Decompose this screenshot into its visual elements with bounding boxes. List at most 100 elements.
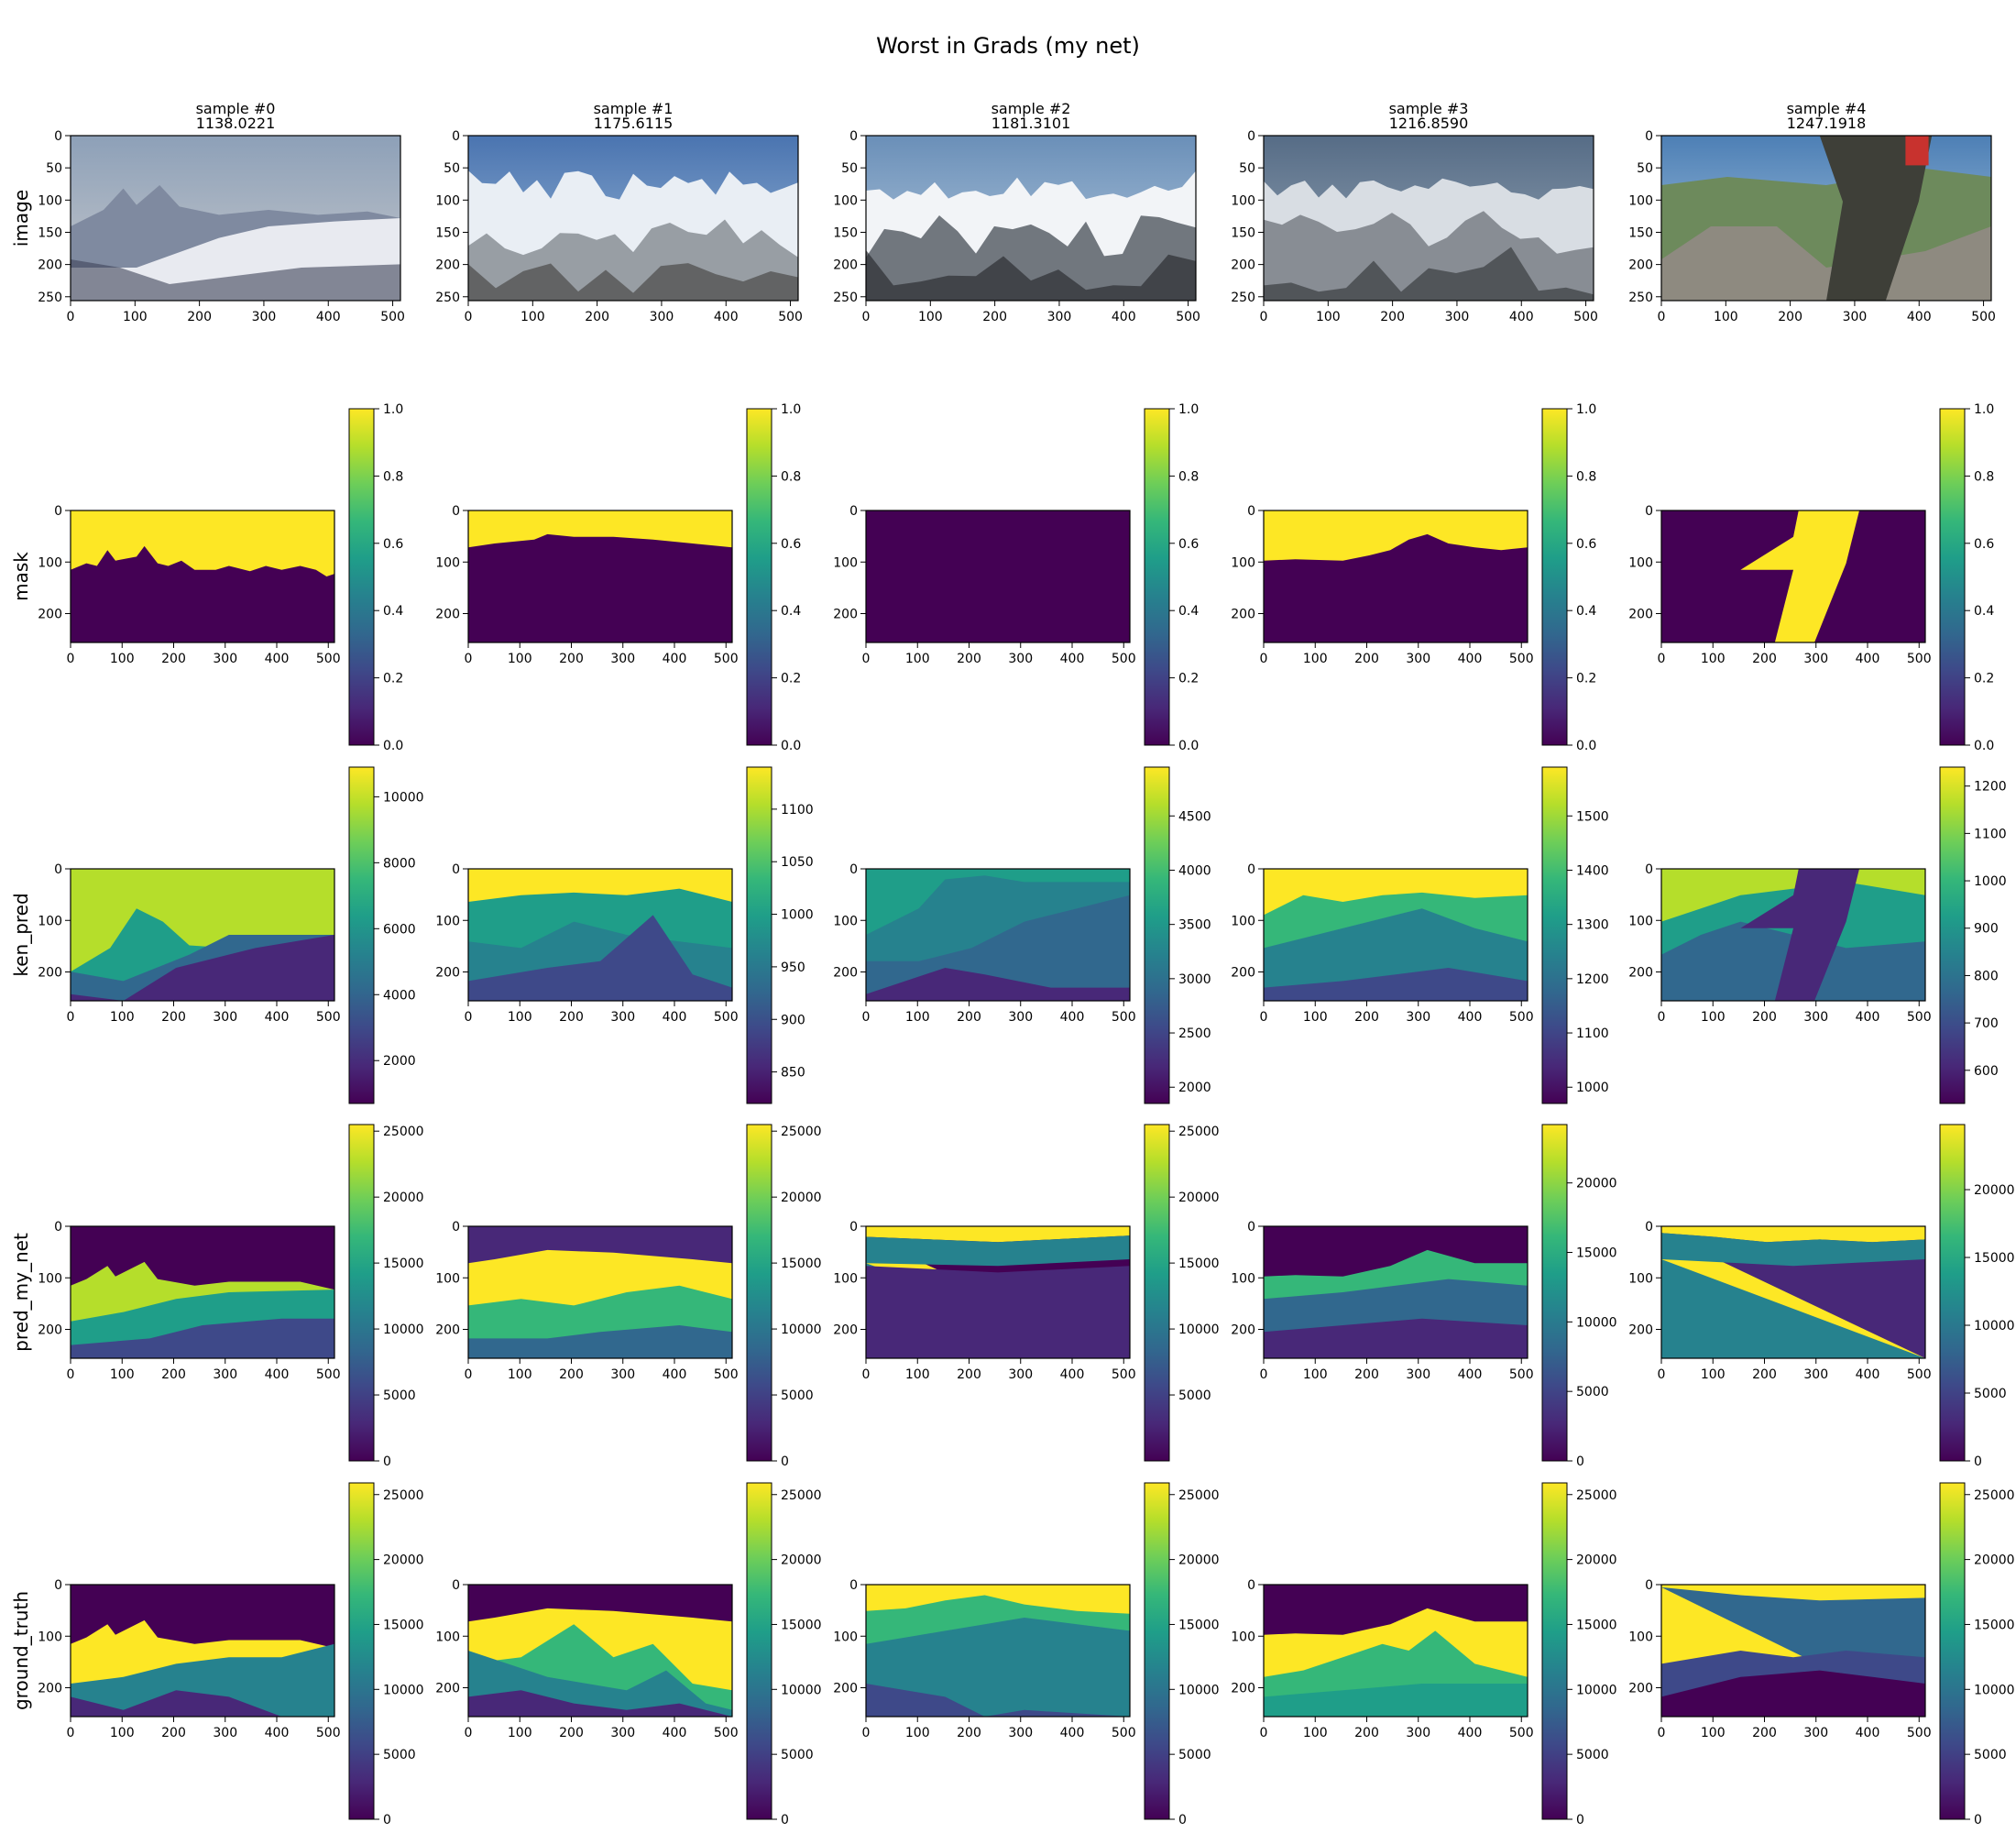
x-tick-label: 100: [905, 1010, 930, 1025]
foreground: [866, 249, 1196, 301]
x-tick-label: 0: [465, 1367, 473, 1382]
y-tick-label: 200: [1231, 1682, 1255, 1696]
image-panel: [866, 136, 1196, 301]
colorbar-tick-label: 20000: [383, 1553, 424, 1568]
x-tick-label: 400: [1856, 1367, 1880, 1382]
colorbar-tick-label: 0.0: [1178, 739, 1199, 753]
x-tick-label: 200: [161, 1010, 186, 1025]
heatmap-region: [1264, 1684, 1528, 1717]
x-tick-label: 0: [465, 1726, 473, 1740]
y-tick-label: 100: [38, 193, 62, 208]
y-tick-label: 0: [849, 1578, 858, 1593]
colorbar-tick-label: 20000: [781, 1191, 822, 1205]
x-tick-label: 300: [1843, 310, 1868, 324]
x-tick-label: 100: [1303, 652, 1328, 666]
colorbar-tick-label: 5000: [1178, 1748, 1211, 1762]
image-panel: [1661, 136, 1991, 301]
column-title-label: sample #0: [196, 100, 276, 117]
x-tick-label: 100: [110, 1010, 135, 1025]
x-tick-label: 0: [862, 1726, 871, 1740]
y-tick-label: 100: [833, 555, 858, 570]
colorbar-tick-label: 1300: [1576, 918, 1609, 933]
x-tick-label: 300: [610, 1726, 635, 1740]
mask-colorbar: [1541, 408, 1568, 746]
x-tick-label: 400: [663, 1726, 687, 1740]
ken_pred-colorbar: [1541, 766, 1568, 1104]
x-tick-label: 200: [1778, 310, 1802, 324]
x-tick-label: 0: [1658, 1367, 1666, 1382]
x-tick-label: 0: [1658, 652, 1666, 666]
colorbar-tick-label: 0.6: [1974, 537, 1994, 552]
colorbar-tick-label: 5000: [1576, 1748, 1609, 1762]
y-tick-label: 0: [452, 1578, 460, 1593]
x-tick-label: 100: [508, 652, 532, 666]
x-tick-label: 300: [1445, 310, 1470, 324]
colorbar-tick-label: 15000: [1576, 1618, 1617, 1632]
x-tick-label: 0: [862, 652, 871, 666]
y-tick-label: 0: [452, 1220, 460, 1235]
x-tick-label: 200: [1354, 652, 1379, 666]
colorbar-tick-label: 700: [1974, 1016, 1999, 1031]
x-tick-label: 0: [1260, 1367, 1268, 1382]
image-frame: [467, 135, 799, 302]
x-tick-label: 500: [316, 1010, 341, 1025]
y-tick-label: 200: [1628, 1682, 1653, 1696]
pred_my_net-frame: [1660, 1225, 1926, 1359]
colorbar-tick-label: 15000: [781, 1257, 822, 1271]
colorbar-tick-label: 0.2: [781, 672, 801, 686]
colorbar-tick-label: 0: [383, 1454, 391, 1469]
x-tick-label: 200: [1752, 1010, 1777, 1025]
x-tick-label: 500: [714, 1726, 739, 1740]
x-tick-label: 0: [67, 1726, 75, 1740]
x-tick-label: 100: [110, 1726, 135, 1740]
x-tick-label: 100: [508, 1367, 532, 1382]
colorbar-tick-label: 0.6: [1576, 537, 1596, 552]
x-tick-label: 200: [957, 1726, 981, 1740]
x-tick-label: 300: [610, 652, 635, 666]
x-tick-label: 400: [714, 310, 739, 324]
colorbar-tick-label: 15000: [1178, 1257, 1220, 1271]
image-panel: [1264, 136, 1594, 301]
colorbar-tick-label: 5000: [1974, 1748, 2007, 1762]
y-tick-label: 200: [1231, 966, 1255, 981]
x-tick-label: 200: [559, 1726, 584, 1740]
heatmap-region: [71, 545, 334, 642]
colorbar-tick-label: 0.8: [383, 469, 403, 484]
ground_truth-frame: [1660, 1584, 1926, 1718]
mask-colorbar: [348, 408, 375, 746]
x-tick-label: 100: [1701, 1726, 1726, 1740]
colorbar-tick-label: 6000: [383, 922, 416, 937]
y-tick-label: 0: [1645, 504, 1653, 519]
x-tick-label: 400: [316, 310, 341, 324]
y-tick-label: 200: [435, 1323, 460, 1338]
x-tick-label: 100: [1303, 1010, 1328, 1025]
colorbar-tick-label: 25000: [781, 1125, 822, 1139]
x-tick-label: 300: [1008, 1010, 1033, 1025]
pred_my_net-colorbar: [1939, 1124, 1966, 1462]
mask-frame: [70, 510, 335, 643]
x-tick-label: 200: [559, 1010, 584, 1025]
y-tick-label: 100: [1231, 914, 1255, 928]
y-tick-label: 200: [38, 966, 62, 981]
y-tick-label: 0: [452, 129, 460, 144]
x-tick-label: 400: [1458, 652, 1483, 666]
colorbar-tick-label: 5000: [1576, 1385, 1609, 1399]
colorbar-tick-label: 25000: [781, 1488, 822, 1503]
x-tick-label: 100: [508, 1010, 532, 1025]
heatmap-region: [866, 1618, 1130, 1717]
colorbar-tick-label: 950: [781, 960, 805, 975]
x-tick-label: 300: [610, 1367, 635, 1382]
y-tick-label: 200: [38, 608, 62, 622]
colorbar-tick-label: 20000: [1576, 1177, 1617, 1191]
image-frame: [865, 135, 1197, 302]
y-tick-label: 50: [1637, 161, 1653, 176]
x-tick-label: 0: [1658, 1726, 1666, 1740]
x-tick-label: 100: [1714, 310, 1738, 324]
ground_truth-colorbar: [348, 1482, 375, 1820]
column-title-label: sample #4: [1787, 100, 1867, 117]
pred_my_net-frame: [865, 1225, 1131, 1359]
colorbar-tick-label: 20000: [1178, 1553, 1220, 1568]
y-tick-label: 200: [38, 1323, 62, 1338]
x-tick-label: 100: [905, 1726, 930, 1740]
colorbar-tick-label: 0.2: [1178, 672, 1199, 686]
